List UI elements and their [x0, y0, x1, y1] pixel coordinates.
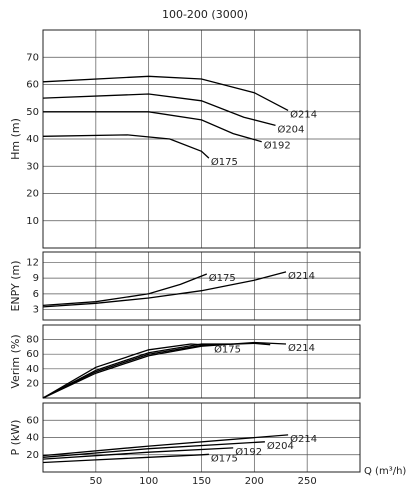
- curve-label: Ø192: [235, 446, 262, 458]
- plot-frame: [42, 402, 361, 473]
- y-tick-label: 60: [26, 80, 39, 91]
- y-tick-label: 80: [26, 335, 39, 346]
- y-axis-label: Hm (m): [9, 118, 22, 160]
- plot-frame: [42, 29, 361, 249]
- x-axis-label: Q (m³/h): [364, 466, 406, 477]
- y-tick-label: 3: [33, 305, 39, 316]
- y-tick-label: 60: [26, 415, 39, 426]
- y-tick-label: 20: [26, 378, 39, 389]
- y-tick-label: 70: [26, 52, 39, 63]
- plot-frame: [42, 324, 361, 399]
- y-tick-label: 40: [26, 364, 39, 375]
- y-tick-label: 20: [26, 450, 39, 461]
- curve-label: Ø175: [214, 343, 241, 355]
- curve-label: Ø214: [288, 342, 315, 354]
- x-tick-label: 150: [192, 476, 211, 487]
- y-axis-label: Verim (%): [9, 334, 22, 388]
- y-tick-label: 40: [26, 433, 39, 444]
- y-tick-label: 50: [26, 107, 39, 118]
- curve: [42, 343, 213, 399]
- curve-label: Ø214: [288, 270, 315, 282]
- y-tick-label: 30: [26, 161, 39, 172]
- y-tick-label: 12: [26, 257, 39, 268]
- curve-label: Ø175: [209, 272, 236, 284]
- curve: [42, 343, 234, 399]
- y-tick-label: 40: [26, 134, 39, 145]
- curve: [42, 93, 276, 127]
- y-tick-label: 20: [26, 189, 39, 200]
- curve: [42, 434, 289, 457]
- curve-label: Ø204: [267, 440, 294, 452]
- curve: [42, 75, 289, 111]
- curve: [42, 447, 234, 460]
- chart-title: 100-200 (3000): [162, 8, 248, 21]
- curve: [42, 271, 287, 308]
- y-tick-label: 6: [33, 289, 39, 300]
- x-tick-label: 200: [245, 476, 264, 487]
- curve: [42, 273, 208, 307]
- curve-label: Ø175: [211, 156, 238, 168]
- x-tick-label: 250: [298, 476, 317, 487]
- curve: [42, 341, 287, 399]
- y-tick-label: 60: [26, 349, 39, 360]
- curve: [42, 453, 209, 464]
- curve-label: Ø214: [290, 108, 317, 120]
- curve: [43, 111, 262, 143]
- plot-frame: [42, 251, 361, 321]
- curve: [42, 134, 210, 159]
- y-tick-label: 9: [33, 273, 39, 284]
- curve-label: Ø192: [264, 140, 291, 152]
- curve-label: Ø175: [211, 452, 238, 464]
- curve: [42, 441, 265, 458]
- y-axis-label: ENPY (m): [9, 260, 22, 311]
- x-tick-label: 50: [89, 476, 102, 487]
- curve-label: Ø214: [290, 433, 317, 445]
- curve-label: Ø204: [277, 123, 304, 135]
- y-tick-label: 10: [26, 216, 39, 227]
- y-axis-label: P (kW): [9, 420, 22, 456]
- x-tick-label: 100: [139, 476, 158, 487]
- curve: [42, 342, 271, 399]
